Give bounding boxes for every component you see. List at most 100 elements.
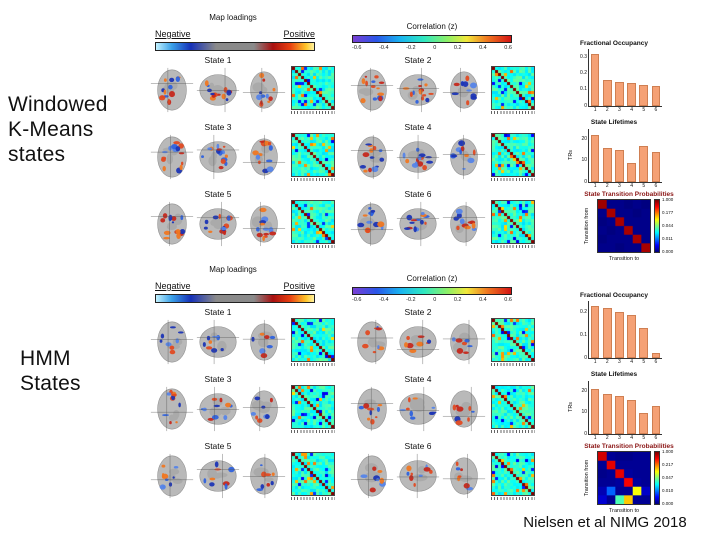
transition-colorbar-ticks: 1.000 0.177 0.044 0.011 0.000 — [662, 197, 680, 254]
x-tick: 6 — [654, 182, 658, 189]
brain-map-axial — [242, 452, 286, 500]
y-tick: 0.2 — [580, 308, 587, 315]
brain-map-coronal — [196, 318, 240, 366]
tick: 0 — [433, 297, 437, 303]
y-tick: 0 — [584, 178, 587, 185]
state-label: State 1 — [204, 307, 232, 317]
bar — [590, 53, 600, 106]
x-tick: 2 — [605, 182, 609, 189]
brain-map-coronal — [396, 385, 440, 433]
state-label: State 3 — [204, 374, 232, 384]
x-tick: 3 — [618, 434, 621, 441]
correlation-matrix-wrap — [291, 133, 335, 181]
correlation-colorbar-ticks: -0.6 -0.4 -0.2 0 0.2 0.4 0.6 — [352, 297, 512, 303]
x-tick: 5 — [642, 106, 646, 113]
tick: -0.6 — [352, 45, 362, 51]
brain-map-coronal — [196, 200, 240, 248]
y-tick: 0.2 — [580, 69, 587, 76]
correlation-matrix — [291, 452, 335, 496]
bar — [651, 152, 661, 182]
label-hmm-states: HMM States — [20, 347, 81, 396]
x-tick: 4 — [630, 106, 633, 113]
matrix-axis-ticks — [491, 111, 535, 114]
tick: 0 — [433, 45, 437, 51]
bar — [615, 395, 624, 434]
colorbar-tick: 1.000 — [662, 449, 674, 454]
bar — [627, 314, 636, 358]
tick: -0.4 — [379, 297, 389, 303]
bar — [639, 84, 649, 106]
colorbar-tick: 0.177 — [662, 209, 674, 215]
brain-map-axial — [242, 385, 286, 433]
brain-map-axial — [442, 452, 486, 500]
y-tick: 0.1 — [580, 331, 587, 338]
matrix-axis-ticks — [291, 430, 335, 433]
state-3-block: State 3 — [150, 374, 335, 433]
bar — [615, 312, 624, 358]
y-tick: 10 — [581, 157, 587, 164]
tick: -0.4 — [379, 45, 389, 51]
tick: 0.2 — [453, 297, 462, 303]
x-tick: 5 — [642, 434, 646, 441]
state-lifetimes-title: State Lifetimes — [590, 119, 638, 126]
x-tick: 3 — [618, 182, 621, 189]
tick: -0.2 — [406, 297, 416, 303]
x-tick: 2 — [605, 434, 609, 441]
state-2-block: State 2 — [350, 307, 535, 366]
tick: 0.2 — [453, 45, 462, 51]
correlation-matrix-wrap — [491, 200, 535, 248]
x-tick: 6 — [654, 434, 658, 441]
correlation-matrix-wrap — [491, 452, 535, 500]
fractional-occupancy-plot: 0 0.1 0.2 0.3 1 2 3 4 5 6 — [580, 49, 662, 112]
brain-map-axial — [242, 200, 286, 248]
transition-xlabel: Transition to — [608, 508, 640, 514]
colorbar-tick: 1.000 — [662, 197, 674, 202]
x-tick: 5 — [642, 358, 646, 365]
colorbar-tick: 0.217 — [662, 461, 674, 467]
correlation-matrix-wrap — [291, 452, 335, 500]
transition-heatmap — [597, 199, 651, 253]
correlation-matrix-wrap — [291, 318, 335, 366]
state-6-block: State 6 — [350, 441, 535, 500]
y-tick: 0.3 — [580, 53, 587, 60]
brain-map-axial — [442, 133, 486, 181]
brain-map-sagittal — [150, 200, 194, 248]
y-tick: 0.1 — [580, 86, 587, 93]
correlation-matrix-wrap — [491, 318, 535, 366]
label-windowed-kmeans-states: Windowed K-Means states — [8, 93, 108, 167]
bar — [627, 162, 636, 182]
state-label: State 6 — [404, 189, 432, 199]
state-lifetimes-plot: 0 10 20 1 2 3 4 5 6 — [581, 129, 662, 188]
brain-map-coronal — [196, 66, 240, 114]
state-5-block: State 5 — [150, 189, 335, 248]
colorbar-tick: 0.010 — [662, 487, 674, 493]
matrix-axis-ticks — [491, 430, 535, 433]
colorbar-tick: 0.044 — [662, 222, 674, 228]
state-label: State 5 — [204, 189, 232, 199]
negative-label: Negative — [155, 29, 191, 39]
state-label: State 3 — [204, 122, 232, 132]
negative-label: Negative — [155, 281, 191, 291]
map-loadings-labels: Negative Positive — [155, 281, 315, 291]
brain-map-coronal — [396, 66, 440, 114]
x-tick: 6 — [654, 106, 658, 113]
x-tick: 1 — [593, 106, 597, 113]
y-tick: 0 — [584, 354, 587, 361]
fractional-occupancy-plot: 0 0.1 0.2 1 2 3 4 5 6 — [580, 301, 662, 364]
tick: 0.4 — [479, 297, 487, 303]
map-loadings-colorbar — [155, 294, 315, 303]
fractional-occupancy-title: Fractional Occupancy — [580, 292, 648, 299]
brain-map-coronal — [196, 452, 240, 500]
correlation-matrix — [491, 66, 535, 110]
state-label: State 4 — [404, 374, 432, 384]
correlation-matrix — [491, 385, 535, 429]
colorbar-tick: 0.000 — [662, 500, 674, 506]
state-4-block: State 4 — [350, 374, 535, 433]
brain-map-axial — [242, 318, 286, 366]
x-tick: 2 — [605, 106, 609, 113]
state-label: State 2 — [404, 307, 432, 317]
bar — [651, 86, 661, 106]
bar — [590, 305, 600, 358]
bar — [602, 148, 612, 182]
brain-map-sagittal — [350, 385, 394, 433]
